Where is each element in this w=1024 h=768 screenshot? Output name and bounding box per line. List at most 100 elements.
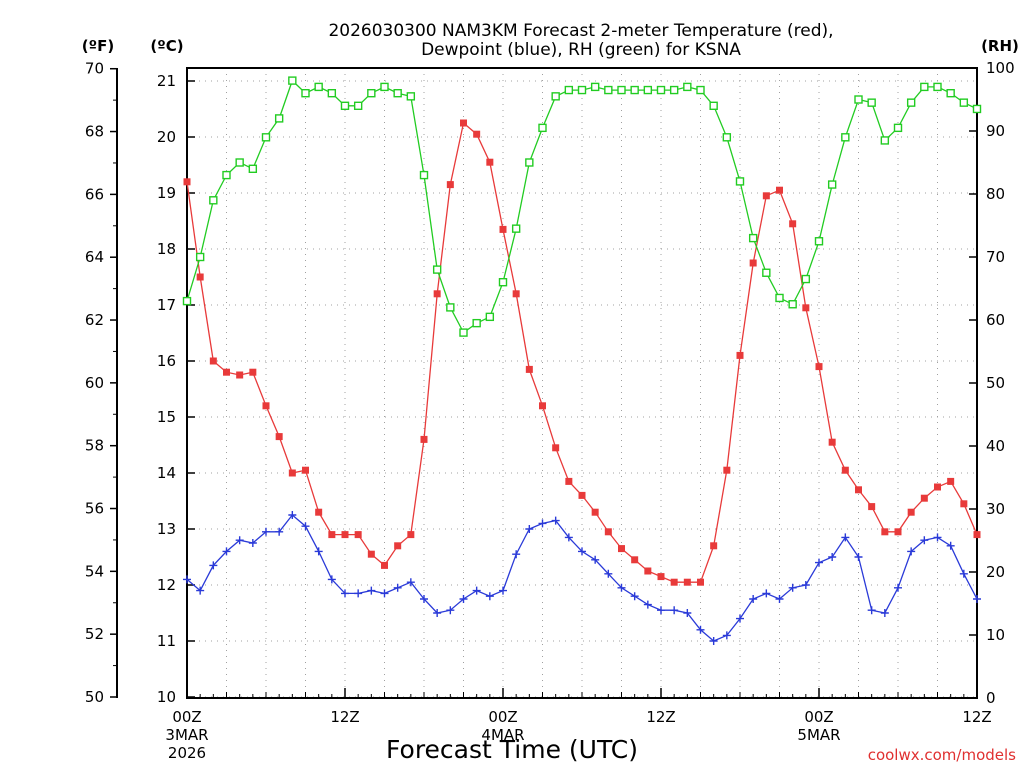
temperature-point — [618, 545, 625, 553]
temperature-point — [920, 494, 928, 502]
dewpoint-point — [617, 583, 626, 592]
temperature-point — [907, 508, 915, 516]
dewpoint-point — [907, 547, 916, 556]
dewpoint-point — [775, 595, 784, 603]
celsius-tick-label: 12 — [157, 576, 176, 594]
dewpoint-point — [670, 606, 679, 615]
rh-point — [880, 136, 890, 145]
rh-point — [261, 133, 271, 142]
rh-point — [604, 85, 613, 95]
rh-point — [893, 123, 903, 133]
temperature-point — [275, 433, 283, 441]
temperature-point — [420, 435, 428, 443]
rh-point — [577, 85, 587, 95]
celsius-unit-label: (ºC) — [150, 37, 183, 55]
temperature-point — [894, 528, 902, 536]
rh-point — [222, 170, 231, 180]
celsius-tick-label: 16 — [157, 352, 176, 370]
dewpoint-point — [709, 637, 718, 645]
rh-point — [209, 196, 218, 205]
chart-title-line-2: Dewpoint (blue), RH (green) for KSNA — [421, 40, 741, 60]
temperature-point — [183, 178, 191, 186]
rh-point — [959, 98, 969, 107]
rh-point — [182, 296, 192, 306]
dewpoint-point — [920, 536, 929, 545]
celsius-tick-label: 17 — [157, 296, 176, 314]
dewpoint-point — [354, 589, 363, 598]
dewpoint-point — [946, 541, 955, 550]
celsius-tick-label: 21 — [157, 72, 176, 90]
rh-point — [340, 101, 350, 111]
celsius-tick-label: 19 — [157, 184, 176, 202]
temperature-point — [578, 491, 586, 499]
rh-point — [195, 252, 205, 262]
rh-point — [972, 104, 982, 114]
temperature-point — [328, 531, 336, 539]
dewpoint-point — [696, 625, 705, 634]
dewpoint-point — [459, 595, 468, 603]
rh-tick-label: 20 — [986, 563, 1005, 581]
dewpoint-point — [736, 614, 744, 623]
rh-point — [380, 82, 389, 92]
dewpoint-point — [367, 586, 376, 595]
rh-point — [367, 88, 376, 98]
temperature-point — [262, 402, 270, 410]
rh-point — [643, 85, 653, 95]
rh-point — [775, 293, 784, 303]
fahrenheit-tick-label: 52 — [85, 625, 104, 643]
dewpoint-point — [472, 586, 481, 595]
fahrenheit-tick-label: 66 — [85, 185, 104, 203]
rh-point — [432, 265, 442, 274]
celsius-tick-label: 11 — [157, 632, 176, 650]
dewpoint-point — [433, 609, 442, 617]
dewpoint-point — [657, 606, 665, 615]
temperature-point — [486, 158, 494, 166]
rh-tick-label: 90 — [986, 122, 1005, 140]
dewpoint-point — [933, 533, 942, 542]
temperature-line — [186, 121, 978, 583]
dewpoint-point — [327, 575, 336, 584]
dewpoint-point — [828, 553, 837, 561]
dewpoint-point — [222, 547, 231, 556]
temperature-point — [670, 578, 678, 586]
rh-point — [801, 274, 811, 284]
x-tick-date-label: 3MAR — [165, 726, 208, 744]
dewpoint-point — [643, 600, 652, 609]
dewpoint-point — [749, 595, 758, 603]
x-tick-label: 12Z — [330, 708, 359, 726]
rh-point — [301, 88, 310, 98]
fahrenheit-tick-label: 62 — [85, 311, 104, 329]
rh-point — [867, 98, 876, 107]
dewpoint-point — [301, 522, 310, 531]
dewpoint-point — [591, 555, 600, 564]
temperature-point — [947, 477, 955, 485]
rh-point — [525, 158, 534, 167]
rh-point — [248, 164, 258, 174]
rh-point — [353, 101, 363, 111]
rh-point — [841, 133, 850, 142]
temperature-point — [841, 466, 849, 474]
fahrenheit-tick-label: 68 — [85, 123, 104, 141]
x-tick-label: 12Z — [962, 708, 991, 726]
temperature-point — [697, 578, 704, 586]
grid-lines — [187, 68, 977, 698]
x-tick-label: 00Z — [488, 708, 517, 726]
dewpoint-point — [815, 558, 823, 567]
rh-point — [946, 88, 955, 98]
temperature-point — [868, 503, 876, 511]
dewpoint-point — [235, 536, 244, 545]
temperature-point — [249, 368, 257, 376]
rh-point — [406, 92, 416, 101]
rh-point — [854, 95, 863, 104]
rh-tick-label: 60 — [986, 311, 1005, 329]
temperature-point — [644, 567, 652, 575]
temperature-point — [552, 444, 560, 452]
fahrenheit-tick-label: 56 — [85, 500, 104, 518]
temperature-point — [776, 186, 783, 194]
fahrenheit-tick-label: 70 — [85, 60, 104, 78]
dewpoint-point — [380, 589, 389, 598]
rh-point — [327, 88, 337, 98]
temperature-point — [367, 550, 375, 558]
rh-point — [511, 224, 521, 233]
